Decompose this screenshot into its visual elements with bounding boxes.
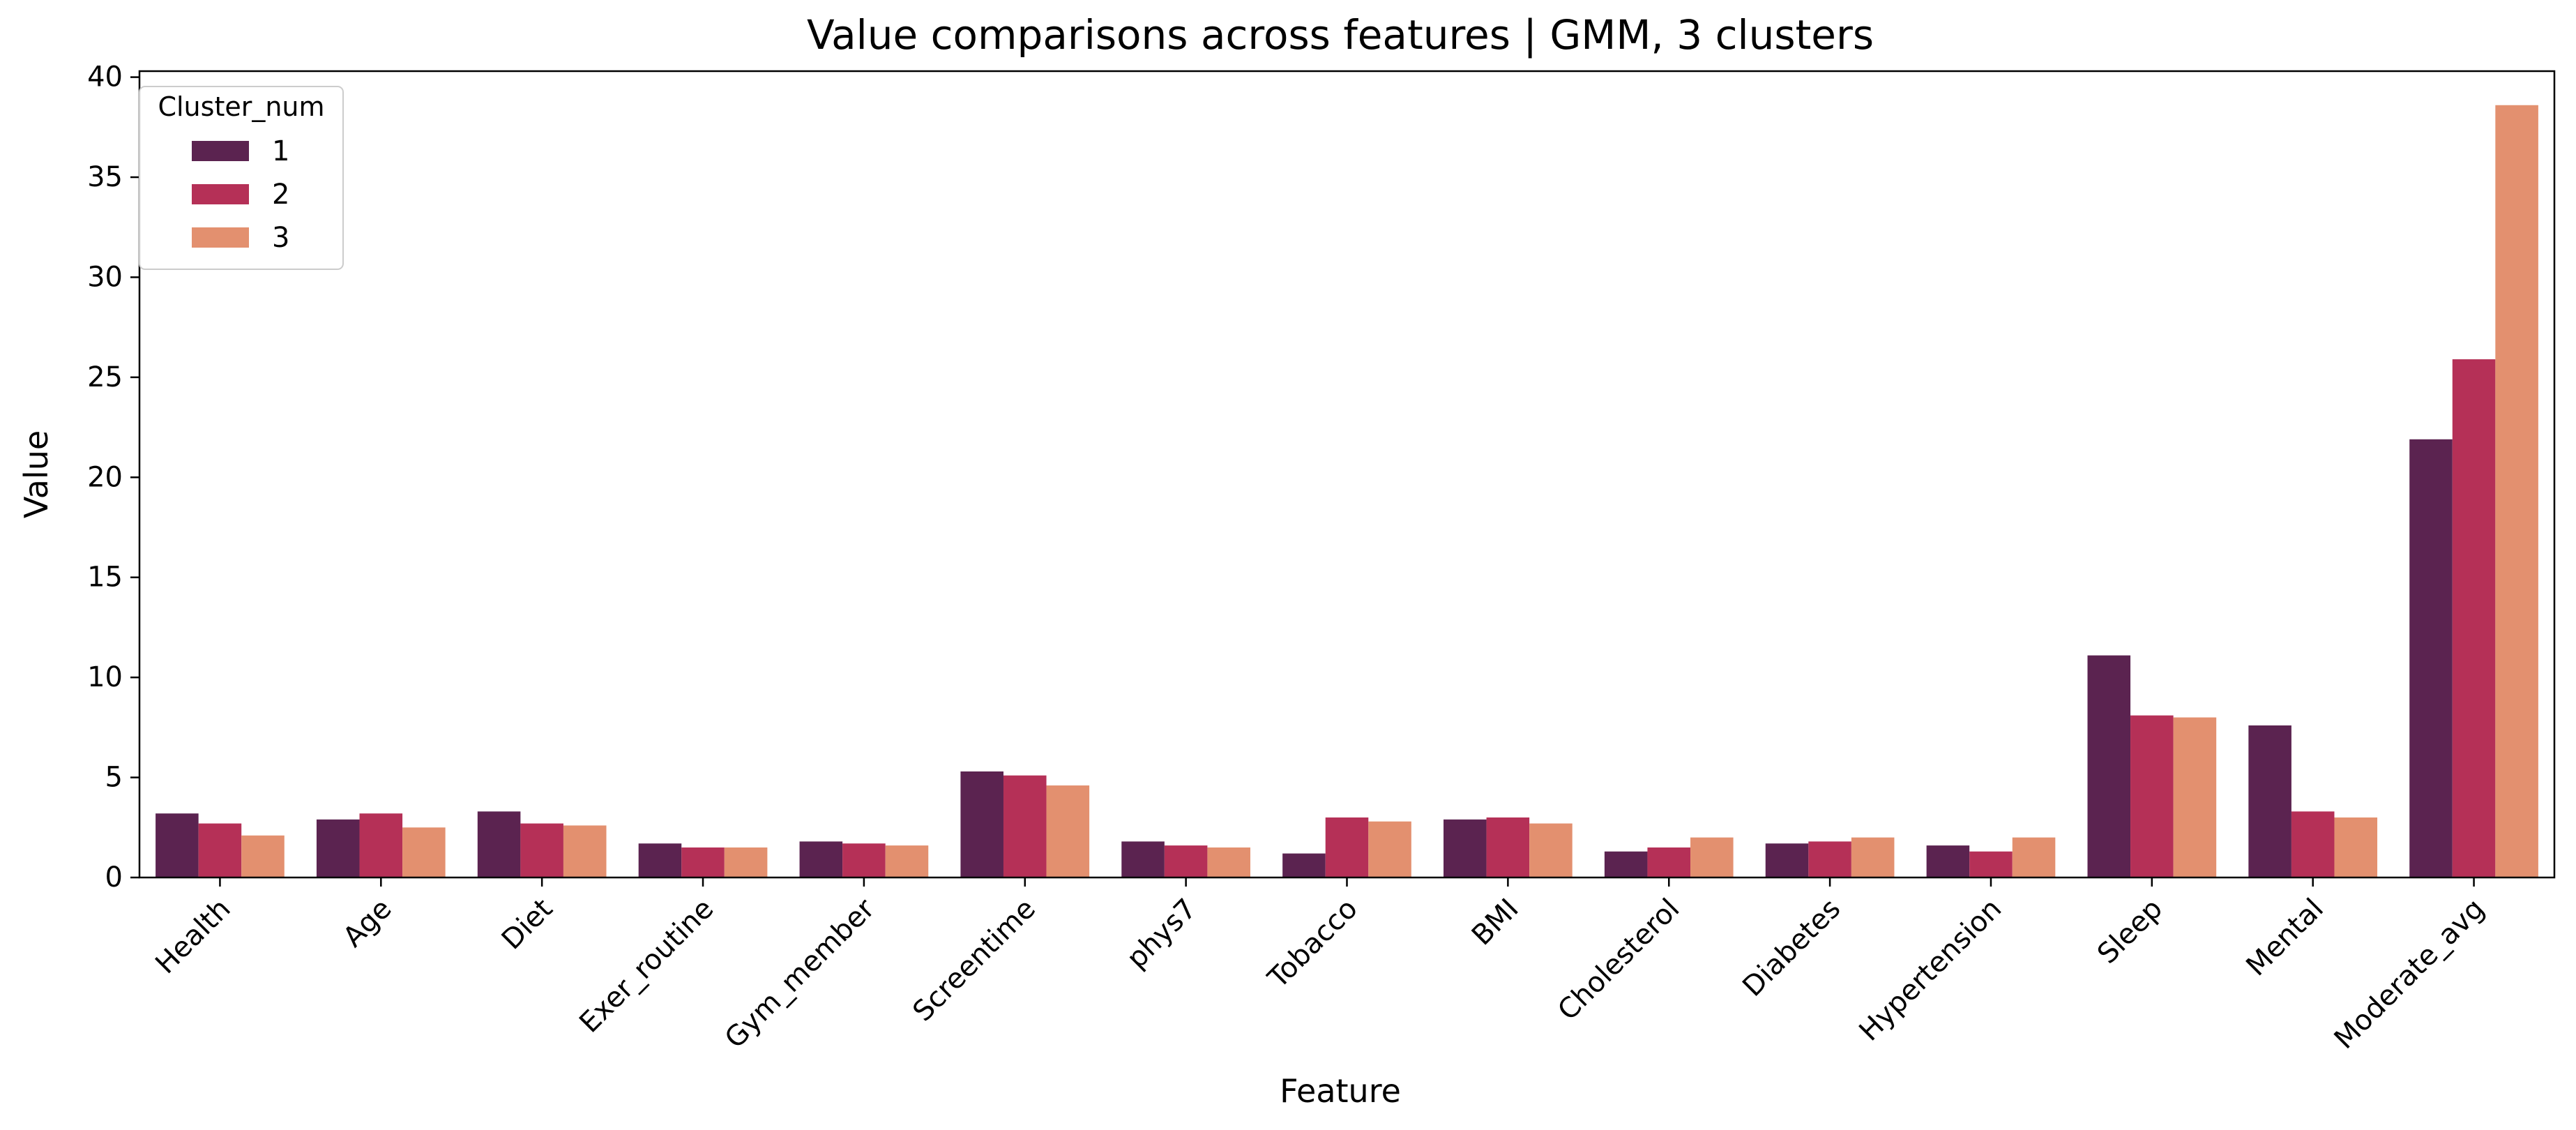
y-tick-label: 5 xyxy=(105,762,123,794)
y-tick-label: 25 xyxy=(87,361,123,393)
bar-mental-cluster-3 xyxy=(2334,817,2378,877)
bar-phys7-cluster-2 xyxy=(1164,845,1208,877)
bar-moderate-avg-cluster-1 xyxy=(2409,439,2453,877)
legend-label-3: 3 xyxy=(272,222,289,254)
y-tick-label: 35 xyxy=(87,161,123,193)
legend-title: Cluster_num xyxy=(158,91,324,122)
bar-screentime-cluster-3 xyxy=(1046,785,1090,877)
legend-swatch-3 xyxy=(192,227,249,248)
bar-health-cluster-1 xyxy=(156,813,199,877)
bar-mental-cluster-1 xyxy=(2248,725,2291,877)
bar-sleep-cluster-1 xyxy=(2087,655,2131,877)
legend-box xyxy=(139,86,344,270)
y-tick-label: 10 xyxy=(87,661,123,693)
bar-diabetes-cluster-3 xyxy=(1851,837,1895,877)
y-axis-label: Value xyxy=(17,430,55,518)
legend-label-1: 1 xyxy=(272,135,289,167)
bar-hypertension-cluster-1 xyxy=(1926,845,1970,877)
bar-hypertension-cluster-2 xyxy=(1969,851,2013,877)
bar-exer-routine-cluster-1 xyxy=(638,843,682,877)
bar-cholesterol-cluster-1 xyxy=(1604,851,1648,877)
legend: Cluster_num 1 2 3 xyxy=(139,86,344,270)
bar-age-cluster-3 xyxy=(402,827,446,877)
bar-cholesterol-cluster-3 xyxy=(1690,837,1734,877)
bar-cholesterol-cluster-2 xyxy=(1647,847,1691,877)
bar-moderate-avg-cluster-2 xyxy=(2452,359,2496,877)
bar-tobacco-cluster-3 xyxy=(1368,821,1411,877)
bar-age-cluster-1 xyxy=(316,819,360,877)
bar-diabetes-cluster-1 xyxy=(1765,843,1809,877)
y-tick-label: 0 xyxy=(105,861,123,894)
bar-gym-member-cluster-2 xyxy=(842,843,886,877)
bar-diabetes-cluster-2 xyxy=(1808,841,1851,877)
bar-hypertension-cluster-3 xyxy=(2012,837,2056,877)
bar-phys7-cluster-1 xyxy=(1121,841,1165,877)
bar-gym-member-cluster-1 xyxy=(799,841,843,877)
bar-diet-cluster-2 xyxy=(520,823,563,877)
bar-health-cluster-3 xyxy=(241,835,285,877)
bar-exer-routine-cluster-2 xyxy=(681,847,725,877)
y-tick-label: 30 xyxy=(87,261,123,293)
bars-layer xyxy=(156,105,2538,877)
bar-bmi-cluster-1 xyxy=(1444,819,1487,877)
bar-screentime-cluster-1 xyxy=(960,771,1003,877)
y-tick-label: 20 xyxy=(87,461,123,493)
y-tick-label: 40 xyxy=(87,61,123,93)
bar-sleep-cluster-3 xyxy=(2173,717,2217,877)
bar-moderate-avg-cluster-3 xyxy=(2495,105,2538,877)
bar-sleep-cluster-2 xyxy=(2130,715,2174,877)
bar-exer-routine-cluster-3 xyxy=(724,847,768,877)
x-axis-label: Feature xyxy=(1280,1072,1401,1110)
bar-diet-cluster-1 xyxy=(477,811,521,877)
chart-title: Value comparisons across features | GMM,… xyxy=(807,11,1874,59)
bar-tobacco-cluster-1 xyxy=(1282,853,1326,877)
bar-health-cluster-2 xyxy=(198,823,242,877)
bar-mental-cluster-2 xyxy=(2291,811,2335,877)
bar-phys7-cluster-3 xyxy=(1207,847,1250,877)
y-tick-label: 15 xyxy=(87,562,123,594)
legend-swatch-2 xyxy=(192,184,249,204)
bar-tobacco-cluster-2 xyxy=(1325,817,1369,877)
bar-screentime-cluster-2 xyxy=(1003,775,1047,877)
bar-gym-member-cluster-3 xyxy=(885,845,929,877)
bar-bmi-cluster-3 xyxy=(1529,823,1573,877)
bar-diet-cluster-3 xyxy=(563,825,607,877)
bar-bmi-cluster-2 xyxy=(1486,817,1530,877)
bar-age-cluster-2 xyxy=(359,813,403,877)
legend-label-2: 2 xyxy=(272,179,289,211)
legend-swatch-1 xyxy=(192,141,249,161)
